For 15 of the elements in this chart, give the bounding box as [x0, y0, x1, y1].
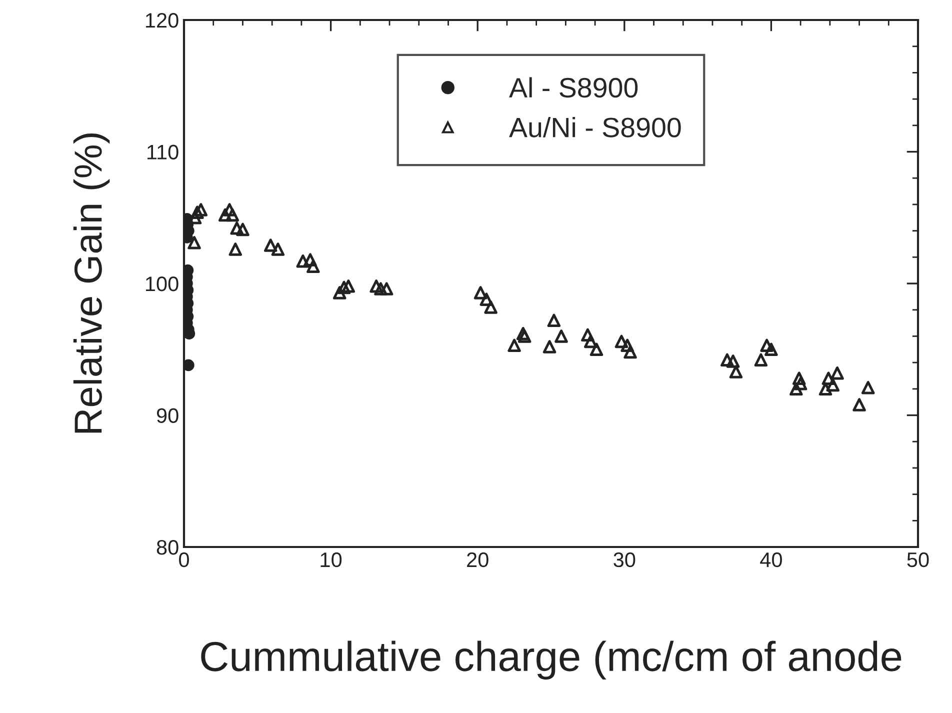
x-tick-label: 0	[179, 552, 189, 568]
x-tick-label: 10	[320, 552, 342, 568]
x-tick-label: 20	[467, 552, 488, 568]
x-tick-label: 50	[907, 552, 929, 568]
y-tick-label: 110	[148, 144, 178, 160]
y-tick-label: 80	[156, 540, 178, 555]
legend-label: Au/Ni - S8900	[509, 116, 681, 138]
legend-label: Al - S8900	[509, 77, 638, 98]
x-axis-title: Cummulative charge (mc/cm of anode	[201, 640, 902, 680]
y-axis-title: Relative Gain (%)	[73, 134, 110, 433]
y-tick-label: 120	[146, 13, 178, 28]
y-tick-label: 100	[146, 276, 178, 292]
y-tick-label: 90	[156, 408, 178, 424]
x-tick-label: 40	[760, 552, 782, 568]
x-tick-label: 30	[614, 552, 636, 568]
